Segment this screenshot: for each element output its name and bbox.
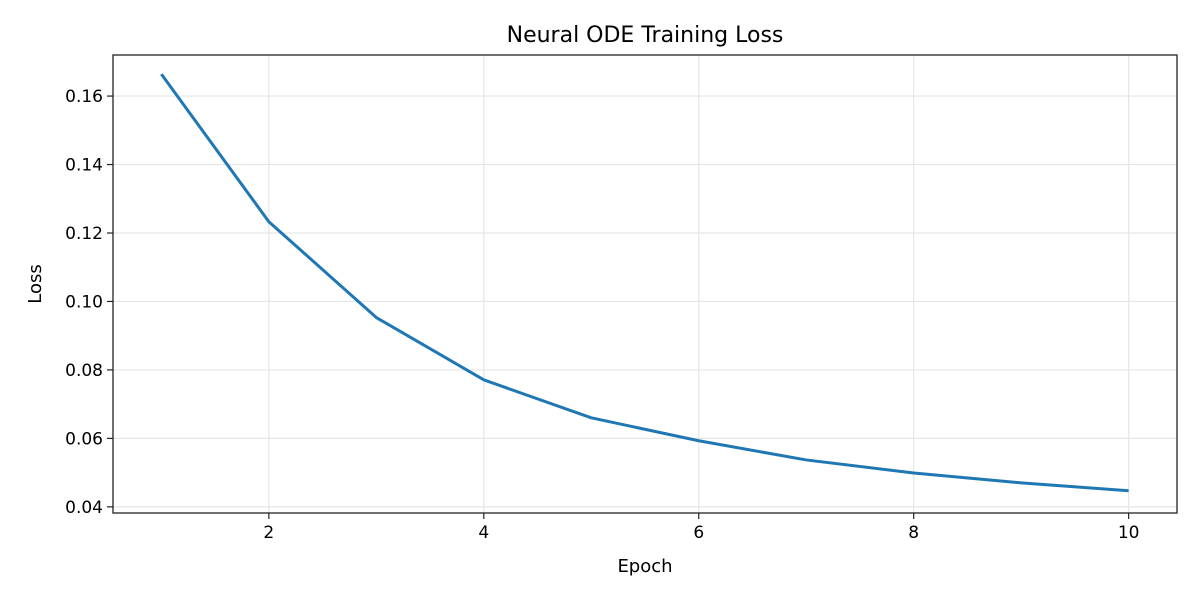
y-tick-label: 0.14 <box>65 156 103 176</box>
y-tick-label: 0.10 <box>65 292 103 312</box>
y-tick-label: 0.12 <box>65 224 103 244</box>
y-tick-label: 0.04 <box>65 498 103 518</box>
x-tick-label: 4 <box>478 523 489 543</box>
grid <box>113 55 1177 513</box>
chart-title: Neural ODE Training Loss <box>507 23 784 48</box>
y-tick-label: 0.08 <box>65 361 103 381</box>
y-tick-label: 0.16 <box>65 87 103 107</box>
series-line <box>160 73 1129 493</box>
y-tick-label: 0.06 <box>65 429 103 449</box>
x-axis-label: Epoch <box>617 556 672 577</box>
x-tick-label: 2 <box>263 523 274 543</box>
x-tick-label: 10 <box>1118 523 1140 543</box>
plot-frame <box>112 54 1178 514</box>
y-axis-label: Loss <box>25 264 46 303</box>
ticks: 2 4 6 8 10 0.04 0.06 0.08 0.10 0.12 0.14 0.16 <box>65 87 1139 543</box>
x-tick-label: 6 <box>693 523 704 543</box>
x-tick-label: 8 <box>908 523 919 543</box>
